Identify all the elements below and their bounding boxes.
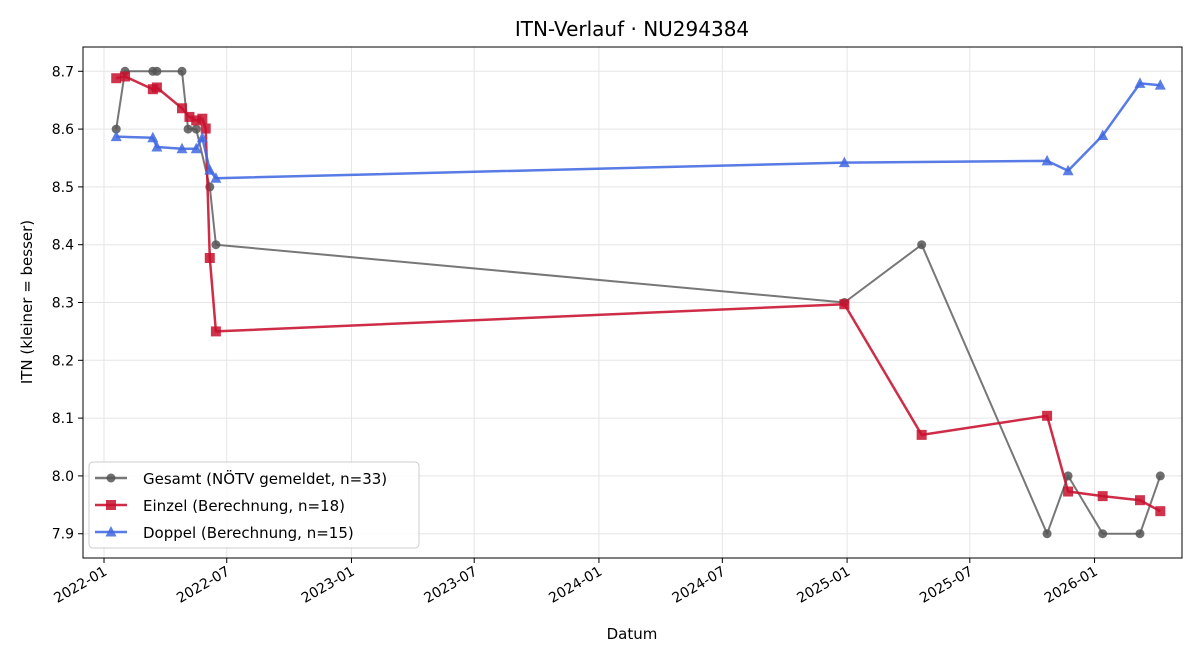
chart-title: ITN-Verlauf · NU294384: [515, 17, 749, 41]
data-point-einzel: [197, 113, 208, 124]
data-point-doppel: [1154, 79, 1166, 90]
legend-label-einzel: Einzel (Berechnung, n=18): [143, 497, 345, 515]
series-einzel: [111, 71, 1166, 517]
data-point-doppel: [1097, 129, 1109, 140]
data-point-einzel: [1155, 506, 1166, 517]
legend-marker-gesamt: [106, 473, 116, 483]
data-point-doppel: [204, 164, 216, 175]
data-point-gesamt: [1098, 529, 1108, 539]
data-point-doppel: [110, 130, 122, 142]
y-tick-label: 8.4: [52, 238, 74, 254]
data-point-doppel: [210, 172, 222, 183]
data-point-einzel: [176, 103, 187, 114]
data-point-doppel: [1062, 164, 1074, 176]
data-point-einzel: [191, 115, 202, 126]
data-point-doppel: [147, 131, 159, 143]
data-point-doppel: [196, 131, 208, 143]
y-axis-label: ITN (kleiner = besser): [18, 220, 36, 384]
data-point-einzel: [839, 299, 850, 310]
legend: Gesamt (NÖTV gemeldet, n=33) Einzel (Ber…: [88, 461, 420, 549]
data-point-einzel: [111, 73, 122, 84]
x-axis-label: Datum: [607, 625, 658, 643]
data-point-einzel: [200, 123, 211, 134]
data-point-einzel: [151, 82, 162, 93]
data-point-doppel: [1041, 154, 1053, 166]
data-point-doppel: [1134, 77, 1146, 88]
data-point-einzel: [1134, 495, 1145, 506]
data-point-einzel: [184, 111, 195, 122]
data-point-gesamt: [1063, 471, 1073, 481]
data-point-gesamt: [111, 124, 121, 134]
data-point-gesamt: [183, 124, 193, 134]
y-tick-label: 7.9: [52, 527, 74, 543]
data-point-einzel: [1063, 486, 1074, 497]
data-point-gesamt: [1155, 471, 1165, 481]
data-point-einzel: [210, 326, 221, 337]
data-point-doppel: [176, 142, 188, 154]
data-point-gesamt: [211, 240, 221, 250]
legend-box: [88, 461, 420, 549]
legend-label-gesamt: Gesamt (NÖTV gemeldet, n=33): [143, 469, 387, 488]
data-point-einzel: [916, 429, 927, 440]
series-doppel: [110, 77, 1166, 183]
y-tick-label: 8.3: [52, 296, 74, 312]
data-point-gesamt: [191, 124, 201, 134]
data-point-gesamt: [1135, 529, 1145, 539]
legend-marker-shape: [106, 473, 116, 483]
data-point-gesamt: [1042, 529, 1052, 539]
y-tick-label: 8.2: [52, 353, 74, 369]
data-point-einzel: [1042, 410, 1053, 421]
data-point-einzel: [204, 252, 215, 263]
y-tick-label: 8.6: [52, 122, 74, 138]
data-point-gesamt: [152, 66, 162, 76]
data-point-einzel: [120, 71, 131, 82]
legend-marker-doppel: [105, 526, 117, 537]
data-point-einzel: [1097, 491, 1108, 502]
series-layer: [110, 66, 1166, 539]
legend-marker-einzel: [106, 500, 116, 510]
legend-marker-shape: [105, 526, 117, 537]
data-point-doppel: [151, 141, 163, 152]
y-tick-label: 8.7: [52, 64, 74, 80]
data-point-gesamt: [177, 66, 187, 76]
series-gesamt: [111, 66, 1165, 539]
data-point-doppel: [838, 156, 850, 168]
data-point-gesamt: [917, 240, 927, 250]
data-point-doppel: [190, 142, 202, 154]
legend-marker-shape: [106, 500, 116, 510]
y-tick-label: 8.5: [52, 180, 74, 196]
y-tick-label: 8.1: [52, 411, 74, 427]
y-axis: 7.9 8.0 8.1 8.2 8.3 8.4 8.5 8.6 8.7: [52, 64, 83, 543]
y-tick-label: 8.0: [52, 469, 74, 485]
legend-label-doppel: Doppel (Berechnung, n=15): [143, 524, 354, 542]
